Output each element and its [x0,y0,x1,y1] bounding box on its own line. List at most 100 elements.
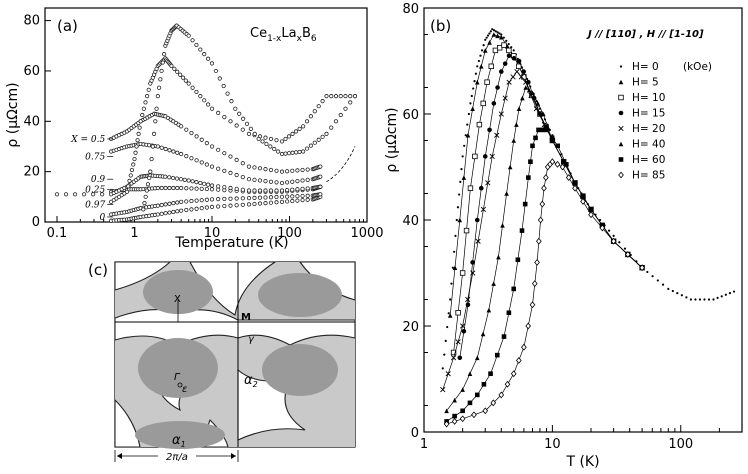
a-point [293,129,299,134]
a-point [194,134,199,139]
a-point [257,201,263,206]
a-point [186,178,191,183]
b-marker [588,207,594,212]
a-point [229,99,234,104]
b-legend-label: H= 15 [632,108,665,120]
a-point [148,169,153,174]
a-point [228,196,233,201]
a-point [124,189,130,194]
a-point [272,146,277,152]
a-point [257,188,263,193]
a-point [202,52,207,57]
a-xtick-label: 1000 [350,226,383,241]
a-point [343,106,348,111]
b-marker [549,135,555,141]
a-point [179,185,184,191]
ellipsoid-x [143,270,213,314]
b-marker [526,87,532,93]
a-point [305,167,310,172]
b-marker [450,355,457,361]
b-marker [495,33,500,39]
b-marker [540,127,545,133]
b-series-line [459,55,643,358]
a-point [257,166,263,171]
a-point [234,172,239,178]
a-point [295,168,300,173]
a-point [268,167,274,173]
a-point [268,195,274,200]
a-point [286,134,292,139]
b-marker [519,228,525,233]
a-point [222,185,227,190]
a-point [153,119,158,124]
a-point [183,78,188,83]
a-point [320,99,325,104]
a-point [213,68,218,74]
a-point [285,188,290,193]
b-marker [511,56,517,61]
b-marker [599,224,606,232]
b-marker [510,74,516,80]
label-alpha1: α1 [172,433,186,449]
a-point [194,42,199,48]
a-point [189,156,194,161]
a-point [199,206,204,211]
a-point [202,181,207,186]
title-sub2: x [297,34,303,44]
a-xtick-label: 100 [277,226,302,241]
b-marker [703,298,706,301]
a-point [184,154,189,159]
b-marker [625,251,631,258]
b-marker [716,296,719,300]
a-point [343,94,348,99]
a-series-0 [109,194,323,223]
b-marker [455,218,458,222]
a-series-label: 0.97 [85,200,105,210]
a-point [246,164,252,169]
a-point [268,200,274,205]
panel-a-series-labels: 0 0.97 0.90.25 0.75 X = 0.5 [70,135,114,223]
b-marker [467,400,473,406]
b-marker [685,296,688,299]
a-point [222,196,227,202]
b-marker [474,355,480,361]
a-point [252,177,257,182]
b-marker [515,257,521,263]
b-marker [444,339,447,342]
b-marker [536,127,541,133]
a-point [246,188,252,193]
label-Gamma: Γ [174,372,181,383]
a-point [184,186,189,191]
a-point [237,111,242,116]
a-point [175,69,180,74]
b-marker [732,290,736,293]
a-point [175,209,180,214]
a-point [194,186,199,191]
a-point [216,166,221,171]
a-point [204,141,209,146]
b-marker [496,31,499,34]
a-point [312,109,317,114]
b-marker [555,143,560,149]
a-point [209,204,215,209]
a-point [198,94,203,99]
a-point [133,150,138,155]
a-point [199,198,204,203]
a-point [167,175,172,180]
b-marker [521,69,527,74]
a-point [204,162,209,167]
b-marker [520,95,525,101]
a-point [209,164,215,169]
a-point [234,186,239,191]
a-point [209,183,215,188]
a-point [257,195,263,200]
b-legend-marker [618,125,624,132]
a-series-0.25 [54,173,323,197]
b-marker [533,135,538,141]
b-marker [522,201,528,207]
b-marker [454,234,457,237]
a-point [132,156,137,162]
a-point [149,156,154,162]
